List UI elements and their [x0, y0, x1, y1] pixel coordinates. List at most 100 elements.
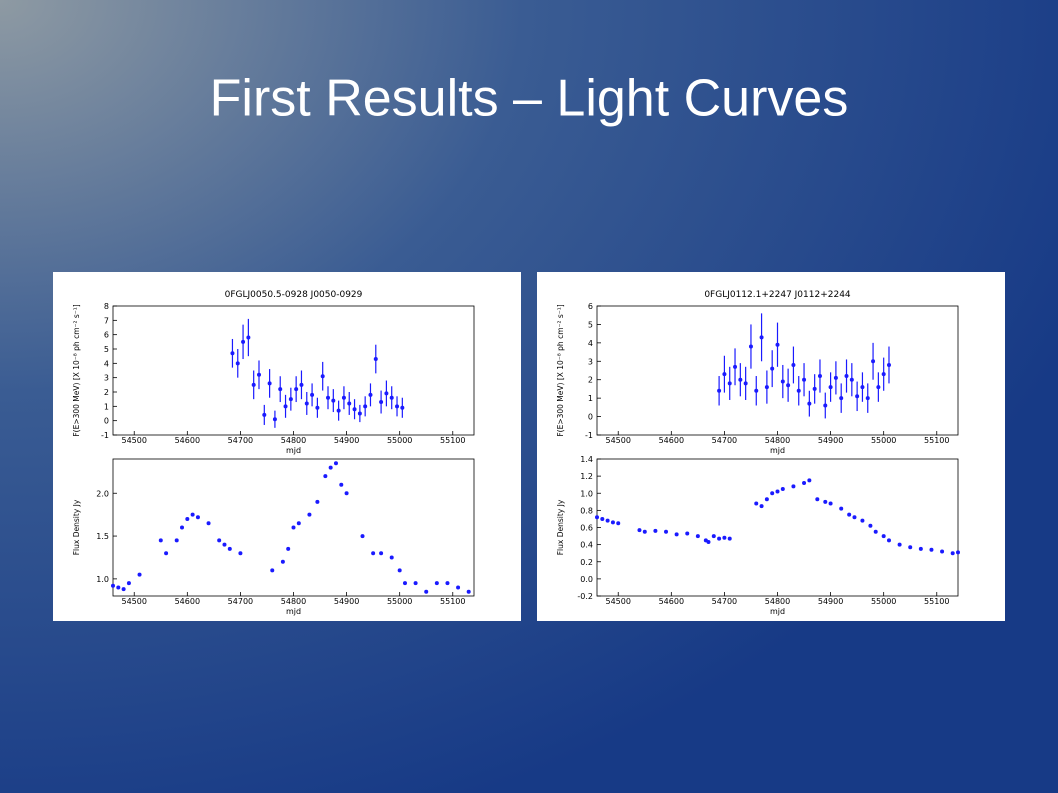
data-point [847, 512, 852, 517]
subplot: 54500 54600 54700 54800 54900 55000 55100 -0.2 0… [556, 455, 960, 616]
y-tick-label: 0 [588, 413, 593, 422]
data-point [764, 497, 769, 502]
x-tick-label: 54900 [818, 436, 843, 445]
x-tick-label: 54700 [228, 597, 253, 606]
data-point [190, 512, 195, 517]
data-point [307, 512, 312, 517]
data-point [754, 501, 759, 506]
y-axis-label: Flux Density Jy [72, 499, 81, 555]
y-tick-label: 0 [104, 417, 109, 426]
slide-title: First Results – Light Curves [210, 70, 849, 128]
y-tick-label: 4 [104, 359, 109, 368]
data-point [685, 531, 690, 536]
y-tick-label: 1.0 [580, 489, 593, 498]
y-tick-label: 1.4 [580, 455, 593, 464]
data-point [251, 382, 256, 387]
chart-title: 0FGLJ0050.5-0928 J0050-0929 [225, 290, 363, 300]
data-point [823, 499, 828, 504]
data-point [116, 585, 121, 590]
data-point [770, 366, 775, 371]
data-point [807, 401, 812, 406]
data-point [764, 385, 769, 390]
x-axis-label: mjd [286, 446, 301, 455]
x-tick-label: 54600 [175, 597, 200, 606]
data-point [270, 568, 275, 573]
data-point [852, 515, 857, 520]
data-point [272, 417, 277, 422]
data-point [174, 538, 179, 543]
subplot: 54500 54600 54700 54800 54900 55000 55100 1.0 1.… [72, 458, 475, 616]
data-point [373, 357, 378, 362]
data-point [371, 551, 376, 556]
data-point [384, 391, 389, 396]
data-point [897, 542, 902, 547]
chart-title: 0FGLJ0112.1+2247 J0112+2244 [704, 290, 851, 300]
y-tick-label: 0.4 [580, 541, 593, 550]
x-tick-label: 55000 [387, 597, 412, 606]
x-tick-label: 54700 [228, 436, 253, 445]
y-tick-label: 1.0 [96, 575, 109, 584]
x-tick-label: 54700 [712, 436, 737, 445]
data-point [363, 404, 368, 409]
x-axis-label: mjd [770, 446, 785, 455]
data-point [817, 374, 822, 379]
data-point [780, 486, 785, 491]
data-point [466, 589, 471, 594]
data-point [230, 351, 235, 356]
data-point [610, 520, 615, 525]
data-point [868, 523, 873, 528]
data-point [326, 395, 331, 400]
data-point [413, 581, 418, 586]
y-axis-label: F(E>300 MeV) [X 10⁻⁸ ph cm⁻² s⁻¹] [556, 304, 565, 436]
data-point [111, 583, 115, 588]
data-point [434, 581, 439, 586]
x-tick-label: 55000 [871, 436, 896, 445]
x-tick-label: 54600 [175, 436, 200, 445]
data-point [296, 521, 301, 526]
data-point [185, 516, 190, 521]
figure-panel [53, 272, 521, 621]
y-tick-label: 2.0 [96, 489, 109, 498]
data-point [595, 515, 599, 520]
data-point [368, 392, 373, 397]
data-point [315, 499, 320, 504]
x-tick-label: 54900 [818, 597, 843, 606]
data-point [950, 551, 955, 556]
y-tick-label: 6 [588, 302, 593, 311]
x-tick-label: 54600 [659, 597, 684, 606]
data-point [886, 362, 891, 367]
data-point [241, 339, 246, 344]
data-point [802, 377, 807, 382]
data-point [360, 534, 365, 539]
data-point [780, 379, 785, 384]
data-point [722, 372, 727, 377]
data-point [775, 489, 780, 494]
data-point [395, 404, 400, 409]
data-point [341, 395, 346, 400]
data-point [238, 551, 243, 556]
data-point [908, 545, 913, 550]
data-point [727, 536, 732, 541]
data-point [352, 407, 357, 412]
y-tick-label: 3 [104, 374, 109, 383]
y-tick-label: 6 [104, 331, 109, 340]
data-point [727, 381, 732, 386]
y-axis-label: F(E>300 MeV) [X 10⁻⁸ ph cm⁻² s⁻¹] [72, 304, 81, 436]
data-point [389, 395, 394, 400]
data-point [344, 491, 349, 496]
y-tick-label: 0.6 [580, 524, 593, 533]
x-tick-label: 54500 [122, 436, 147, 445]
data-point [288, 397, 293, 402]
data-point [333, 461, 338, 466]
data-point [246, 335, 251, 340]
data-point [286, 546, 291, 551]
data-point [759, 504, 764, 509]
y-tick-label: 1 [104, 402, 109, 411]
data-point [180, 525, 185, 530]
data-point [717, 388, 722, 393]
data-point [770, 491, 775, 496]
data-point [121, 587, 126, 592]
data-point [600, 516, 605, 521]
data-point [940, 549, 945, 554]
data-point [695, 534, 700, 539]
